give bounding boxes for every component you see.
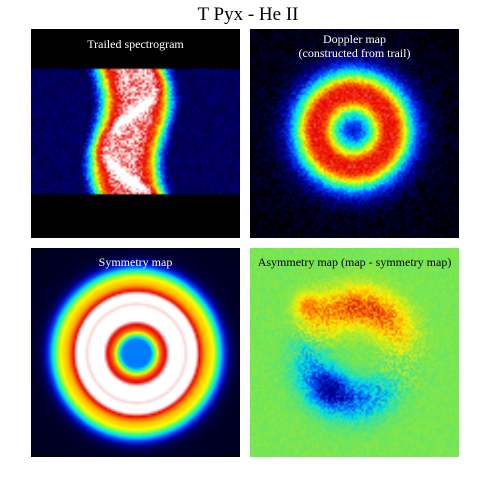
trailed-spectrogram-image [31, 29, 240, 238]
asymmetry-map-image [250, 248, 459, 457]
trailed-spectrogram-label: Trailed spectrogram [87, 37, 184, 51]
trailed-spectrogram-panel: Trailed spectrogram [31, 29, 240, 238]
doppler-map-label: Doppler map [323, 32, 386, 46]
figure-title: T Pyx - He II [197, 4, 299, 25]
doppler-map-panel: Doppler map (constructed from trail) [250, 29, 459, 238]
asymmetry-map-label: Asymmetry map (map - symmetry map) [257, 255, 452, 269]
doppler-map-image [250, 29, 459, 238]
doppler-map-sublabel: (constructed from trail) [298, 46, 411, 60]
symmetry-map-label: Symmetry map [98, 255, 173, 269]
asymmetry-map-panel: Asymmetry map (map - symmetry map) [250, 248, 459, 457]
symmetry-map-panel: Symmetry map [31, 248, 240, 457]
symmetry-map-image [31, 248, 240, 457]
